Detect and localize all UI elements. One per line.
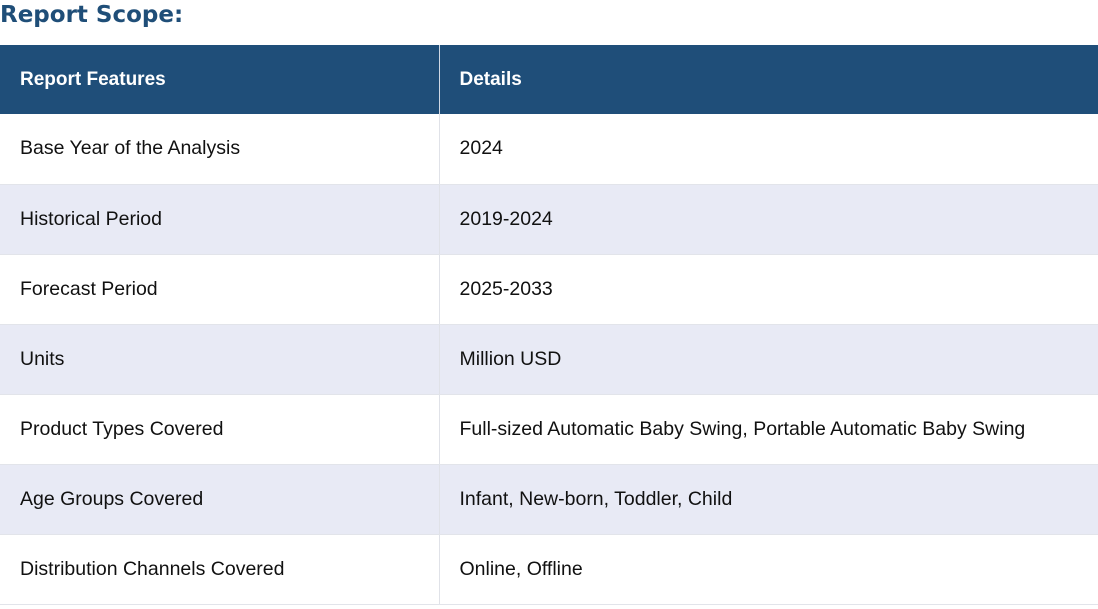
detail-cell: 2025-2033 [439,254,1098,325]
table-row: Forecast Period 2025-2033 [0,254,1098,325]
column-header-details: Details [439,45,1098,114]
column-header-report-features: Report Features [0,45,440,114]
detail-cell: 2024 [439,114,1098,185]
feature-cell: Product Types Covered [0,394,440,465]
table-row: Distribution Channels Covered Online, Of… [0,534,1098,605]
detail-cell: 2019-2024 [439,184,1098,255]
table-row: Product Types Covered Full-sized Automat… [0,394,1098,465]
feature-cell: Base Year of the Analysis [0,114,440,185]
feature-cell: Forecast Period [0,254,440,325]
table-row: Units Million USD [0,324,1098,395]
table-row: Age Groups Covered Infant, New-born, Tod… [0,464,1098,535]
detail-cell: Full-sized Automatic Baby Swing, Portabl… [439,394,1098,465]
feature-cell: Age Groups Covered [0,464,440,535]
table-row: Historical Period 2019-2024 [0,184,1098,255]
feature-cell: Distribution Channels Covered [0,534,440,605]
detail-cell: Million USD [439,324,1098,395]
table-row: Base Year of the Analysis 2024 [0,114,1098,185]
feature-cell: Units [0,324,440,395]
report-scope-table: Report Features Details Base Year of the… [0,45,1098,605]
table-header-row: Report Features Details [0,45,1098,114]
feature-cell: Historical Period [0,184,440,255]
detail-cell: Online, Offline [439,534,1098,605]
detail-cell: Infant, New-born, Toddler, Child [439,464,1098,535]
page-title: Report Scope: [0,2,184,28]
